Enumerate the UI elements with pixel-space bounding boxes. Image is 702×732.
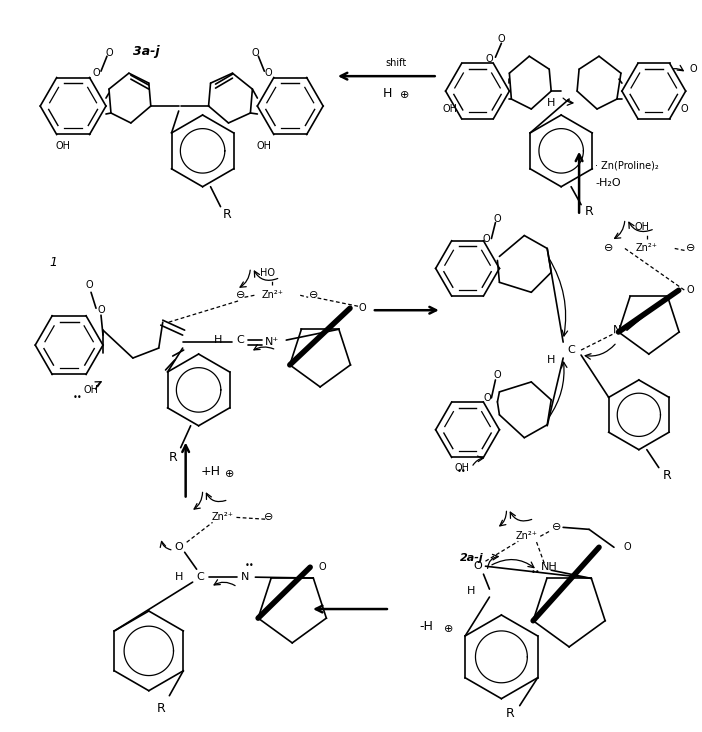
Text: R: R (157, 702, 166, 715)
Text: H: H (547, 98, 555, 108)
Text: O: O (486, 54, 494, 64)
Text: O: O (473, 561, 482, 571)
Text: C: C (237, 335, 244, 345)
Text: H: H (468, 586, 476, 596)
Text: shift: shift (385, 59, 406, 68)
Text: O: O (690, 64, 698, 74)
Text: OH: OH (454, 463, 469, 473)
Text: N⁺: N⁺ (265, 337, 279, 347)
Text: O: O (494, 370, 501, 380)
Text: OH: OH (635, 222, 649, 231)
Text: O: O (251, 48, 259, 59)
Text: O: O (105, 48, 113, 59)
Text: ••: •• (457, 467, 466, 476)
Text: ⊕: ⊕ (444, 624, 453, 634)
Text: Zn²⁺: Zn²⁺ (515, 531, 537, 542)
Text: O: O (358, 303, 366, 313)
Text: OH: OH (257, 141, 272, 151)
Text: ⊖: ⊖ (686, 244, 696, 253)
Text: H: H (547, 355, 555, 365)
Text: · Zn(Proline)₂: · Zn(Proline)₂ (595, 161, 658, 171)
Text: R: R (505, 706, 514, 720)
Text: ⊖: ⊖ (236, 291, 245, 300)
Text: H: H (383, 86, 392, 100)
Text: C: C (567, 345, 575, 355)
Text: -H: -H (420, 621, 434, 633)
Text: NH: NH (541, 562, 558, 572)
Text: O: O (92, 68, 100, 78)
Text: Zn²⁺: Zn²⁺ (211, 512, 234, 523)
Text: O: O (97, 305, 105, 315)
Text: R: R (223, 208, 232, 221)
Text: R: R (168, 451, 177, 464)
Text: HO: HO (260, 269, 274, 278)
Text: N: N (241, 572, 250, 582)
Text: ⊖: ⊖ (310, 291, 319, 300)
Text: H: H (214, 335, 223, 345)
Text: ⊖: ⊖ (552, 523, 562, 532)
Text: O: O (494, 214, 501, 223)
Text: O: O (687, 285, 694, 295)
Text: O: O (318, 562, 326, 572)
Text: ⊕: ⊕ (400, 90, 409, 100)
Text: ••: •• (244, 561, 254, 569)
Text: OH: OH (442, 104, 457, 114)
Text: O: O (483, 234, 490, 244)
Text: 3a-j: 3a-j (133, 45, 159, 58)
Text: +H: +H (201, 465, 220, 478)
Text: Zn²⁺: Zn²⁺ (636, 244, 658, 253)
Text: 1: 1 (49, 256, 57, 269)
Text: O: O (623, 542, 630, 552)
Text: Zn²⁺: Zn²⁺ (261, 291, 284, 300)
Text: -H₂O: -H₂O (595, 178, 621, 187)
Text: N: N (613, 325, 621, 335)
Text: R: R (663, 469, 671, 482)
Text: ⊕: ⊕ (225, 468, 234, 479)
Text: OH: OH (55, 141, 71, 151)
Text: C: C (197, 572, 204, 582)
Text: O: O (265, 68, 272, 78)
Text: O: O (681, 104, 689, 114)
Text: O: O (498, 34, 505, 45)
Text: ⊖: ⊖ (604, 244, 614, 253)
Text: OH: OH (83, 385, 98, 395)
Text: R: R (585, 205, 593, 218)
Text: ••: •• (73, 393, 83, 403)
Text: ⊖: ⊖ (264, 512, 273, 523)
Text: O: O (85, 280, 93, 291)
Text: H: H (175, 572, 183, 582)
Text: 2a-j: 2a-j (460, 553, 483, 563)
Text: O: O (174, 542, 183, 552)
Text: O: O (484, 393, 491, 403)
Text: ••: •• (531, 568, 540, 577)
